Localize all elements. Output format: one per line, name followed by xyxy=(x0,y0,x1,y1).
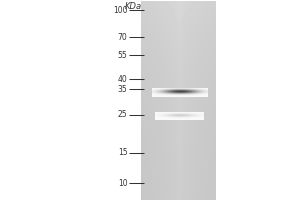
Text: 25: 25 xyxy=(118,110,128,119)
Text: 15: 15 xyxy=(118,148,128,157)
Text: 10: 10 xyxy=(118,179,128,188)
Text: 70: 70 xyxy=(118,33,128,42)
Text: 40: 40 xyxy=(118,75,128,84)
Text: KDa: KDa xyxy=(125,2,142,11)
Text: 55: 55 xyxy=(118,51,128,60)
Text: 35: 35 xyxy=(118,85,128,94)
Text: 100: 100 xyxy=(113,6,127,15)
